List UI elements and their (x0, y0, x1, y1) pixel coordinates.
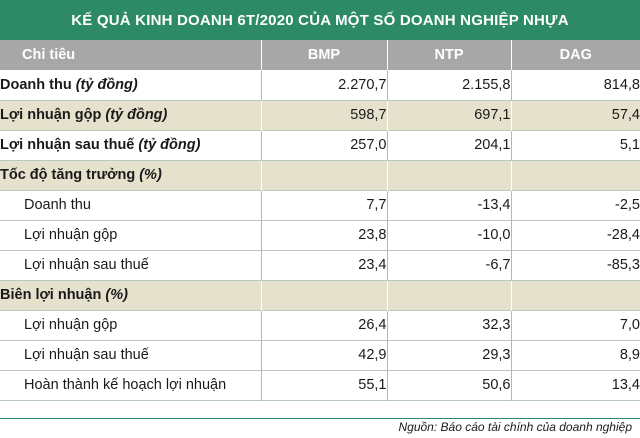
row-label: Lợi nhuận gộp (0, 220, 262, 250)
cell-bmp: 2.270,7 (261, 70, 388, 100)
cell-dag: 5,1 (511, 130, 640, 160)
cell-dag (511, 160, 640, 190)
cell-bmp (261, 160, 388, 190)
row-label: Doanh thu (tỷ đồng) (0, 70, 262, 100)
cell-dag: -28,4 (511, 220, 640, 250)
cell-bmp: 23,4 (261, 250, 388, 280)
cell-bmp: 42,9 (261, 340, 388, 370)
table-row: Lợi nhuận sau thuế 42,9 29,3 8,9 (0, 340, 640, 370)
cell-bmp: 23,8 (261, 220, 388, 250)
cell-ntp: -13,4 (387, 190, 512, 220)
cell-ntp: 697,1 (387, 100, 512, 130)
table-row: Lợi nhuận gộp (tỷ đồng) 598,7 697,1 57,4 (0, 100, 640, 130)
table-row: Lợi nhuận sau thuế 23,4 -6,7 -85,3 (0, 250, 640, 280)
header-bmp: BMP (261, 40, 388, 70)
cell-dag: 13,4 (511, 370, 640, 400)
section-row: Tốc độ tăng trưởng (%) (0, 160, 640, 190)
cell-bmp: 598,7 (261, 100, 388, 130)
table-title: KẾ QUẢ KINH DOANH 6T/2020 CỦA MỘT SỐ DOA… (0, 0, 640, 40)
header-label: Chỉ tiêu (0, 40, 262, 70)
cell-bmp: 257,0 (261, 130, 388, 160)
table-row: Lợi nhuận gộp 23,8 -10,0 -28,4 (0, 220, 640, 250)
cell-dag: -2,5 (511, 190, 640, 220)
table-row: Hoàn thành kế hoạch lợi nhuận 55,1 50,6 … (0, 370, 640, 400)
cell-ntp: -6,7 (387, 250, 512, 280)
cell-dag (511, 280, 640, 310)
cell-ntp: 204,1 (387, 130, 512, 160)
cell-ntp (387, 160, 512, 190)
cell-bmp: 7,7 (261, 190, 388, 220)
table-row: Doanh thu 7,7 -13,4 -2,5 (0, 190, 640, 220)
cell-ntp: -10,0 (387, 220, 512, 250)
table-row: Doanh thu (tỷ đồng) 2.270,7 2.155,8 814,… (0, 70, 640, 100)
cell-bmp (261, 280, 388, 310)
cell-bmp: 55,1 (261, 370, 388, 400)
cell-ntp: 32,3 (387, 310, 512, 340)
source-note: Nguồn: Báo cáo tài chính của doanh nghiệ… (398, 420, 632, 434)
cell-dag: 7,0 (511, 310, 640, 340)
row-label: Hoàn thành kế hoạch lợi nhuận (0, 370, 262, 400)
row-label: Lợi nhuận gộp (tỷ đồng) (0, 100, 262, 130)
cell-dag: 814,8 (511, 70, 640, 100)
cell-dag: 57,4 (511, 100, 640, 130)
header-ntp: NTP (387, 40, 512, 70)
cell-ntp: 29,3 (387, 340, 512, 370)
row-label: Lợi nhuận gộp (0, 310, 262, 340)
table-row: Lợi nhuận gộp 26,4 32,3 7,0 (0, 310, 640, 340)
cell-dag: -85,3 (511, 250, 640, 280)
cell-dag: 8,9 (511, 340, 640, 370)
cell-ntp (387, 280, 512, 310)
row-label: Lợi nhuận sau thuế (tỷ đồng) (0, 130, 262, 160)
row-label: Doanh thu (0, 190, 262, 220)
table-row: Lợi nhuận sau thuế (tỷ đồng) 257,0 204,1… (0, 130, 640, 160)
bottom-rule (0, 418, 640, 419)
row-label: Lợi nhuận sau thuế (0, 250, 262, 280)
cell-bmp: 26,4 (261, 310, 388, 340)
section-row: Biên lợi nhuận (%) (0, 280, 640, 310)
results-table: Chỉ tiêu BMP NTP DAG Doanh thu (tỷ đồng)… (0, 40, 640, 401)
section-label: Biên lợi nhuận (%) (0, 280, 262, 310)
header-row: Chỉ tiêu BMP NTP DAG (0, 40, 640, 70)
header-dag: DAG (511, 40, 640, 70)
row-label: Lợi nhuận sau thuế (0, 340, 262, 370)
section-label: Tốc độ tăng trưởng (%) (0, 160, 262, 190)
cell-ntp: 2.155,8 (387, 70, 512, 100)
cell-ntp: 50,6 (387, 370, 512, 400)
